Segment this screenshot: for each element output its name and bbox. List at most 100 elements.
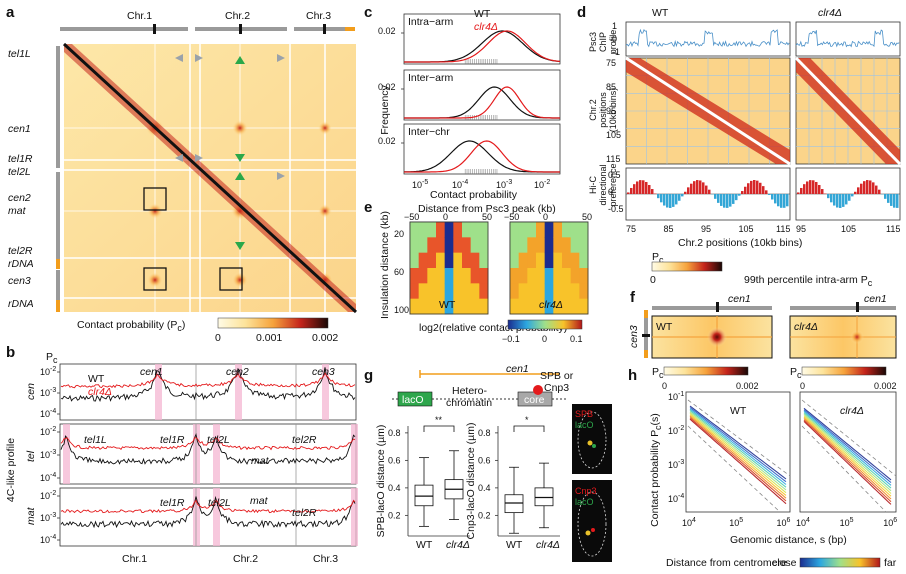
svg-text:core: core [524, 394, 545, 406]
svg-text:far: far [884, 557, 897, 569]
arrowheads [175, 54, 285, 250]
insulation-cell [544, 237, 554, 254]
ps-curve [689, 417, 787, 502]
panel-c-letter: c [364, 4, 372, 21]
insulation-cell [553, 237, 563, 254]
rdna-bar [345, 27, 355, 31]
insulation-cell [536, 283, 546, 300]
insulation-cell [562, 222, 572, 238]
svg-text:directional: directional [598, 164, 608, 205]
dir-bar [750, 180, 753, 194]
svg-text:tel1L: tel1L [8, 48, 31, 60]
insulation-cell [410, 283, 420, 300]
svg-text:Insulation distance (kb): Insulation distance (kb) [379, 211, 391, 319]
x-tick: 50 [582, 212, 592, 222]
rdna-vbar-1 [56, 259, 60, 269]
dir-bar [759, 182, 762, 194]
ps-curve [689, 412, 787, 494]
svg-text:Chr.2: Chr.2 [233, 553, 258, 565]
chr3-label: Chr.3 [306, 10, 331, 22]
peak-label: tel1L [84, 434, 107, 446]
highlight-band [322, 364, 329, 420]
peak-label: mat [250, 495, 269, 507]
wt-profile [60, 495, 356, 529]
dir-bar [848, 194, 851, 201]
map-label: clr4Δ [539, 299, 563, 311]
svg-text:WT: WT [652, 7, 669, 19]
dir-bar [797, 192, 800, 194]
ps-curve [689, 408, 787, 485]
row-labels: tel1L cen1 tel1R tel2L cen2 mat tel2R rD… [8, 48, 34, 310]
insulation-cell [536, 298, 546, 315]
dir-bar [699, 180, 702, 194]
insulation-cell [470, 252, 480, 269]
x-tick: 104 [682, 517, 696, 528]
insulation-cell [462, 222, 472, 238]
svg-text:Pc: Pc [790, 366, 802, 380]
ref-line [801, 399, 897, 477]
insulation-cell [436, 283, 446, 300]
y-tick: 10-2 [40, 366, 56, 377]
insulation-cell [579, 298, 589, 315]
ps-title: WT [730, 405, 747, 417]
panel-f-letter: f [630, 289, 636, 306]
insulation-cell [418, 268, 428, 284]
insulation-cell [562, 237, 572, 254]
panel-a-colorbar: Contact probability (Pc) 0 0.001 0.002 [77, 317, 338, 344]
svg-text:cen1: cen1 [728, 293, 751, 305]
map-label: WT [439, 299, 456, 311]
ps-curve [803, 410, 892, 486]
insulation-cell [562, 298, 572, 315]
svg-text:profile: profile [608, 30, 618, 55]
ps-curve [803, 416, 892, 497]
insulation-cell [410, 237, 420, 254]
panel-d: d WT clr4Δ Psc3 ChIP profile Chr.2 posit… [577, 4, 902, 288]
svg-text:Cnp3: Cnp3 [544, 382, 569, 394]
microscopy-images: SPB lacO Cnp3 lacO [572, 404, 612, 562]
significance: ** [435, 415, 443, 425]
dir-bar [890, 194, 893, 206]
insulation-cell [453, 268, 463, 284]
svg-text:WT: WT [474, 8, 491, 20]
profile-frame [59, 423, 357, 485]
y-tick: 0.02 [378, 26, 396, 36]
y-tick: 10-4 [40, 408, 56, 419]
svg-text:0.1: 0.1 [570, 334, 583, 344]
svg-text:cen3: cen3 [8, 275, 31, 287]
dir-bar [866, 180, 869, 194]
y-label: Cnp3-lacO distance (µm) [465, 423, 477, 540]
insulation-cell [427, 252, 437, 269]
highlight-band [351, 488, 358, 546]
insulation-cell [479, 298, 489, 315]
y-tick: 20 [394, 229, 404, 239]
ps-curve [689, 407, 787, 483]
svg-text:cen1: cen1 [506, 363, 529, 375]
dir-bar [732, 194, 735, 204]
insulation-cell [479, 268, 489, 284]
dir-bar [756, 180, 759, 194]
y-label: SPB-lacO distance (µm) [375, 425, 387, 538]
box [534, 487, 554, 507]
insulation-cell [470, 268, 480, 284]
dir-bar [821, 189, 824, 194]
x-tick: 10-5 [412, 179, 428, 190]
svg-text:Contact probability (Pc): Contact probability (Pc) [77, 319, 185, 333]
svg-text:clr4Δ: clr4Δ [474, 21, 498, 33]
dir-bar [851, 194, 854, 197]
insulation-cell [527, 237, 537, 254]
y-tick: 75 [606, 58, 616, 68]
svg-text:0.002: 0.002 [874, 381, 897, 391]
dir-bar [645, 181, 648, 194]
svg-text:SPB or: SPB or [540, 370, 574, 382]
svg-text:0: 0 [800, 381, 805, 391]
insulation-cell [579, 222, 589, 238]
svg-text:cen2: cen2 [8, 192, 31, 204]
ps-curve [803, 413, 892, 492]
clr4-profile [60, 437, 356, 451]
svg-text:rDNA: rDNA [8, 258, 34, 270]
insulation-cell [562, 283, 572, 300]
svg-text:0: 0 [662, 381, 667, 391]
4c-profile-rows: cen10-210-310-4tel10-210-310-4mat10-210-… [25, 363, 358, 547]
y-tick: 10-2 [668, 425, 684, 436]
insulation-cell [418, 237, 428, 254]
